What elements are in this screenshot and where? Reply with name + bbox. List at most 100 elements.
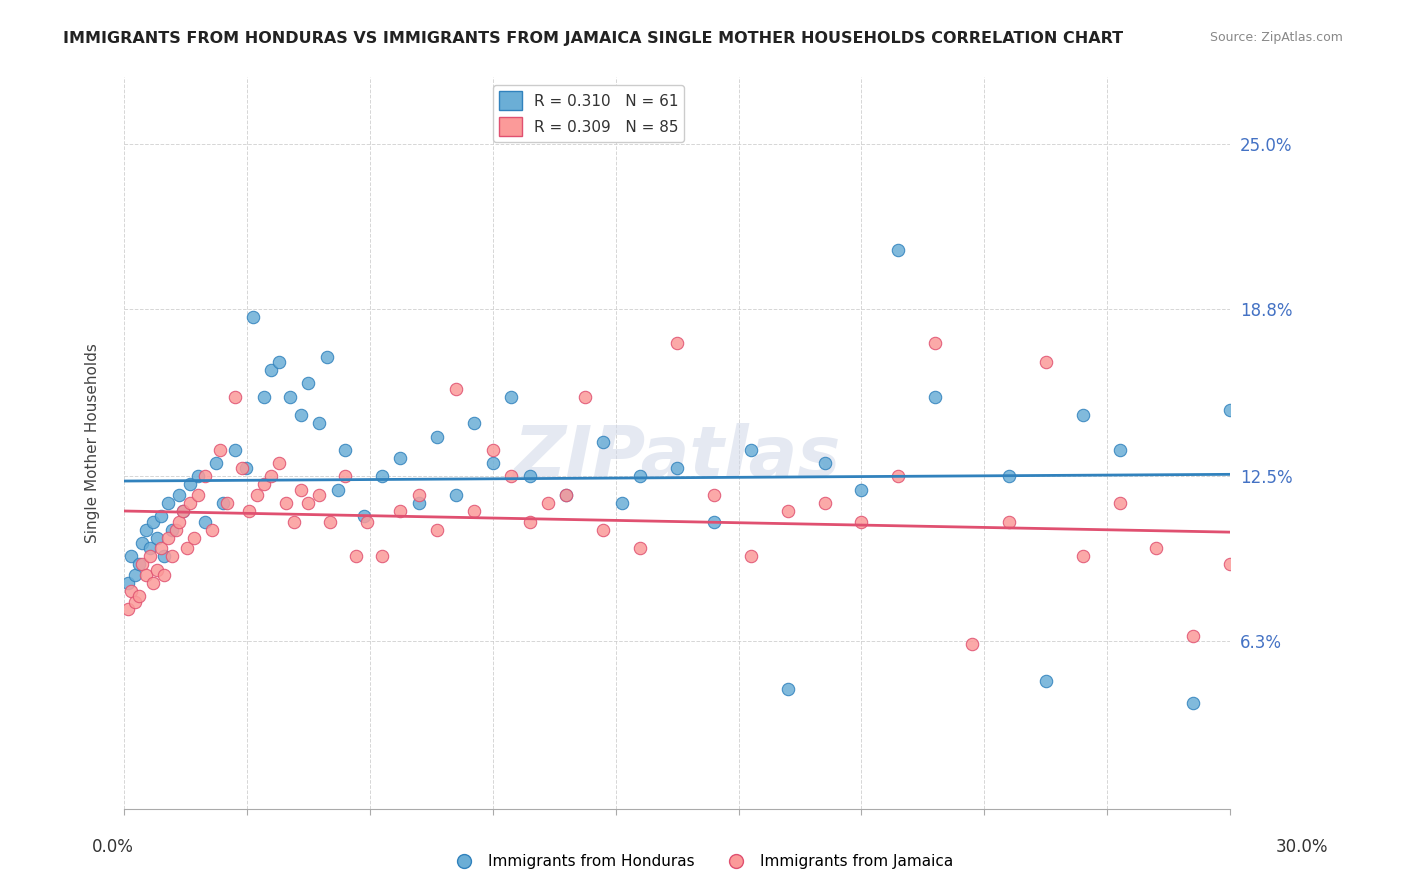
Point [260,363,283,377]
Point [208,442,231,457]
Point [153,549,176,564]
Point [120,583,142,598]
Point [319,515,342,529]
Point [1071,409,1094,423]
Point [315,350,337,364]
Point [408,496,430,510]
Point [142,515,165,529]
Point [813,456,835,470]
Point [887,244,910,258]
Point [887,469,910,483]
Point [160,523,183,537]
Point [426,429,449,443]
Point [267,456,290,470]
Point [146,531,169,545]
Point [1071,549,1094,564]
Point [1403,541,1406,556]
Point [998,515,1021,529]
Point [153,568,176,582]
Point [776,682,799,697]
Point [555,488,578,502]
Point [740,549,762,564]
Legend: R = 0.310   N = 61, R = 0.309   N = 85: R = 0.310 N = 61, R = 0.309 N = 85 [492,85,685,142]
Point [1367,523,1389,537]
Point [463,417,485,431]
Point [389,450,412,465]
Point [1256,504,1278,518]
Point [960,637,983,651]
Point [326,483,349,497]
Point [519,469,541,483]
Point [463,504,485,518]
Point [138,541,160,556]
Point [238,504,260,518]
Point [1219,558,1241,572]
Point [276,496,298,510]
Point [924,336,946,351]
Point [776,504,799,518]
Point [1146,541,1168,556]
Point [1035,674,1057,689]
Point [555,488,578,502]
Point [851,483,873,497]
Point [194,515,217,529]
Point [501,469,523,483]
Point [592,434,614,449]
Point [253,390,276,404]
Point [481,456,503,470]
Point [371,549,394,564]
Point [501,390,523,404]
Point [353,509,375,524]
Point [278,390,301,404]
Point [1108,496,1130,510]
Point [703,515,725,529]
Point [167,488,190,502]
Point [124,594,146,608]
Point [128,558,150,572]
Point [135,523,157,537]
Point [740,442,762,457]
Point [666,461,689,475]
Point [224,442,246,457]
Point [444,382,467,396]
Point [574,390,596,404]
Point [131,536,153,550]
Point [194,469,217,483]
Point [117,575,139,590]
Point [283,515,305,529]
Point [1182,629,1205,643]
Point [142,575,165,590]
Point [242,310,264,324]
Point [179,496,201,510]
Point [408,488,430,502]
Point [389,504,412,518]
Point [135,568,157,582]
Point [308,417,330,431]
Point [117,602,139,616]
Point [703,488,725,502]
Point [176,541,198,556]
Point [335,442,357,457]
Point [149,509,172,524]
Point [212,496,235,510]
Point [157,496,180,510]
Point [1330,496,1353,510]
Point [187,488,209,502]
Point [1219,403,1241,417]
Point [231,461,253,475]
Point [1108,442,1130,457]
Point [344,549,367,564]
Point [356,515,378,529]
Point [610,496,633,510]
Point [165,523,187,537]
Point [1292,594,1315,608]
Point [120,549,142,564]
Point [172,504,194,518]
Point [267,355,290,369]
Text: 30.0%: 30.0% [1277,838,1329,855]
Point [998,469,1021,483]
Point [138,549,160,564]
Point [426,523,449,537]
Point [167,515,190,529]
Point [124,568,146,582]
